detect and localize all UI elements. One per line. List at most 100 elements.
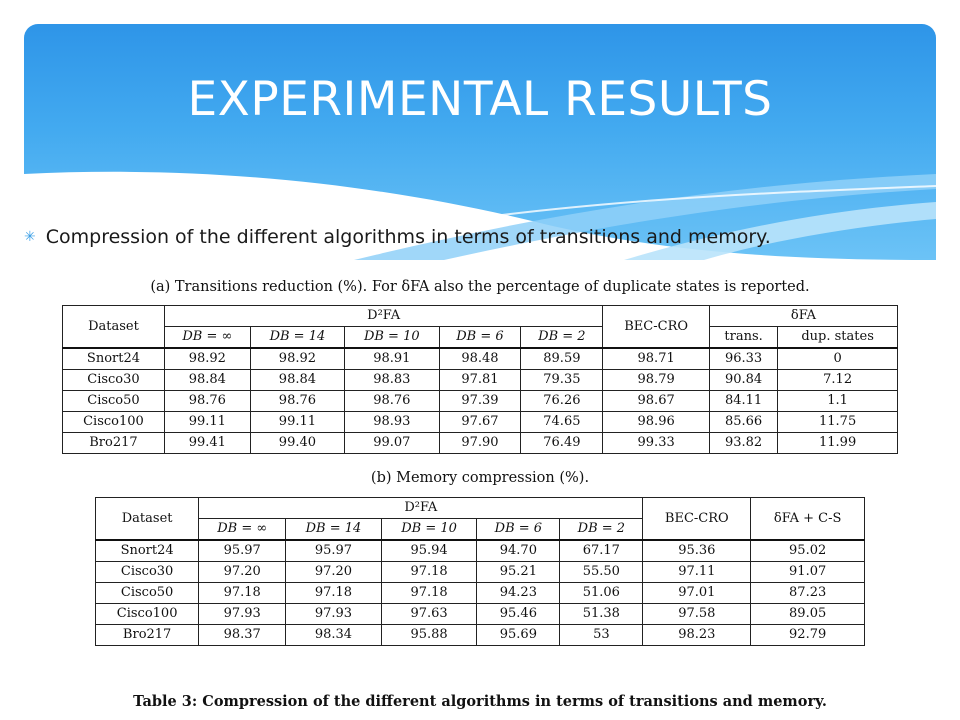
table-row: Cisco100 97.93 97.93 97.63 95.46 51.38 97.58 89… — [94, 603, 865, 625]
table-cell: 97.18 — [380, 561, 478, 583]
table-cell: 93.82 — [708, 432, 779, 454]
bullet-text: Compression of the different algorithms … — [45, 226, 771, 248]
row-dataset-cell: Snort24 — [94, 539, 200, 562]
header-db-10: DB = 10 — [380, 518, 478, 541]
table-cell: 89.59 — [520, 347, 604, 370]
header-dfa-cs: δFA + C-S — [750, 497, 865, 541]
table-cell: 94.70 — [476, 539, 561, 562]
table-cell: 84.11 — [708, 390, 779, 412]
table-cell: 98.71 — [602, 347, 710, 370]
table-cell: 87.23 — [750, 582, 865, 604]
table-cell: 97.58 — [642, 603, 752, 625]
table-cell: 95.46 — [476, 603, 561, 625]
table-cell: 1.1 — [777, 390, 898, 412]
table-cell: 97.67 — [438, 411, 522, 433]
table-cell: 99.11 — [249, 411, 346, 433]
slide-title: EXPERIMENTAL RESULTS — [187, 72, 773, 127]
table-cell: 98.92 — [163, 347, 251, 370]
table-cell: 98.84 — [163, 369, 251, 391]
row-dataset-cell: Bro217 — [94, 624, 200, 646]
table-cell: 89.05 — [750, 603, 865, 625]
table-cell: 97.18 — [198, 582, 287, 604]
banner-wave-decoration — [24, 171, 936, 260]
bullet-item: ✳ Compression of the different algorithms… — [24, 226, 771, 248]
table-cell: 95.97 — [198, 539, 287, 562]
table-cell: 99.41 — [163, 432, 251, 454]
table-row: Cisco50 98.76 98.76 98.76 97.39 76.26 98.67 84.… — [62, 390, 898, 412]
table-cell: 98.37 — [198, 624, 287, 646]
row-dataset-cell: Snort24 — [62, 347, 165, 370]
table-row: Snort24 95.97 95.97 95.94 94.70 67.17 95.36 95.… — [94, 539, 865, 562]
table-cell: 97.93 — [198, 603, 287, 625]
table-cell: 99.33 — [602, 432, 710, 454]
table-cell: 99.11 — [163, 411, 251, 433]
table-row: Bro217 98.37 98.34 95.88 95.69 53 98.23 92.79 — [94, 624, 865, 646]
row-dataset-cell: Bro217 — [62, 432, 165, 454]
table-cell: 90.84 — [708, 369, 779, 391]
table-cell: 98.34 — [285, 624, 382, 646]
row-dataset-cell: Cisco100 — [62, 411, 165, 433]
table-row: Snort24 98.92 98.92 98.91 98.48 89.59 98.71 96.… — [62, 347, 898, 370]
table-b-caption: (b) Memory compression (%). — [370, 470, 590, 486]
title-banner — [24, 24, 936, 260]
table-cell: 85.66 — [708, 411, 779, 433]
table-row: Bro217 99.41 99.40 99.07 97.90 76.49 99.33 93.8… — [62, 432, 898, 454]
table-cell: 97.18 — [285, 582, 382, 604]
table-cell: 98.91 — [344, 347, 440, 370]
table-cell: 11.75 — [777, 411, 898, 433]
table-cell: 98.48 — [438, 347, 522, 370]
table-cell: 97.18 — [380, 582, 478, 604]
header-db-inf: DB = ∞ — [163, 326, 251, 349]
row-dataset-cell: Cisco100 — [94, 603, 200, 625]
table-cell: 76.26 — [520, 390, 604, 412]
header-db-2: DB = 2 — [559, 518, 644, 541]
table-cell: 91.07 — [750, 561, 865, 583]
table-cell: 97.90 — [438, 432, 522, 454]
table-cell: 97.93 — [285, 603, 382, 625]
table-cell: 95.36 — [642, 539, 752, 562]
table-cell: 98.83 — [344, 369, 440, 391]
table-cell: 95.97 — [285, 539, 382, 562]
header-db-14: DB = 14 — [285, 518, 382, 541]
header-dup-states: dup. states — [777, 326, 898, 349]
table-cell: 0 — [777, 347, 898, 370]
header-d2fa: D²FA — [198, 497, 644, 519]
table-cell: 99.40 — [249, 432, 346, 454]
header-trans: trans. — [708, 326, 779, 349]
table-cell: 97.11 — [642, 561, 752, 583]
table-row: Cisco30 98.84 98.84 98.83 97.81 79.35 98.79 90.… — [62, 369, 898, 391]
table-cell: 67.17 — [559, 539, 644, 562]
table-cell: 53 — [559, 624, 644, 646]
header-dataset: Dataset — [94, 497, 200, 541]
table-cell: 11.99 — [777, 432, 898, 454]
table-cell: 98.23 — [642, 624, 752, 646]
table-cell: 96.33 — [708, 347, 779, 370]
header-db-14: DB = 14 — [249, 326, 346, 349]
table-cell: 51.38 — [559, 603, 644, 625]
table-cell: 95.69 — [476, 624, 561, 646]
table-cell: 98.76 — [344, 390, 440, 412]
table-cell: 98.79 — [602, 369, 710, 391]
table-a-caption: (a) Transitions reduction (%). For δFA a… — [150, 279, 810, 295]
table-row: Cisco50 97.18 97.18 97.18 94.23 51.06 97.01 87.… — [94, 582, 865, 604]
table-cell: 97.20 — [285, 561, 382, 583]
row-dataset-cell: Cisco50 — [94, 582, 200, 604]
table-cell: 97.39 — [438, 390, 522, 412]
table-cell: 99.07 — [344, 432, 440, 454]
table-cell: 76.49 — [520, 432, 604, 454]
table-cell: 74.65 — [520, 411, 604, 433]
table-cell: 79.35 — [520, 369, 604, 391]
table-cell: 98.76 — [163, 390, 251, 412]
table-cell: 98.92 — [249, 347, 346, 370]
table-cell: 97.01 — [642, 582, 752, 604]
table-cell: 95.02 — [750, 539, 865, 562]
table-cell: 98.96 — [602, 411, 710, 433]
table-cell: 7.12 — [777, 369, 898, 391]
table-row: Cisco100 99.11 99.11 98.93 97.67 74.65 98.96 85… — [62, 411, 898, 433]
header-bec-cro: BEC-CRO — [642, 497, 752, 541]
transitions-reduction-table: Dataset D²FA BEC-CRO δFA DB = ∞ DB = 14 … — [62, 305, 899, 454]
table-cell: 98.76 — [249, 390, 346, 412]
table-cell: 98.67 — [602, 390, 710, 412]
header-db-6: DB = 6 — [476, 518, 561, 541]
table-cell: 98.93 — [344, 411, 440, 433]
